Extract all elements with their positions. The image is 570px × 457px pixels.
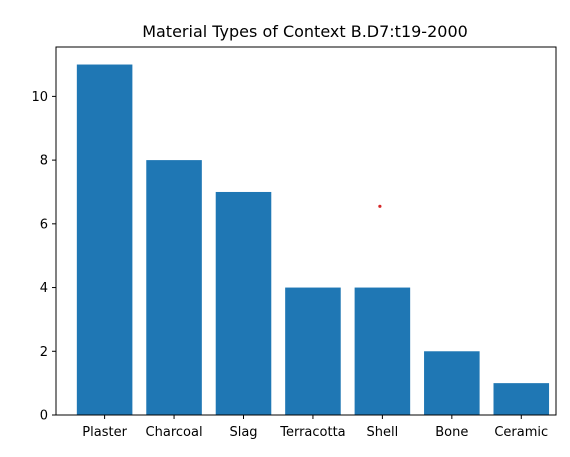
y-axis: 0 2 4 6 8 10	[31, 90, 56, 424]
bar-plaster	[76, 64, 133, 416]
y-tick-label: 10	[31, 90, 48, 105]
annotation-point	[378, 204, 382, 208]
bar-slag	[215, 191, 272, 415]
annotation-layer	[378, 204, 382, 208]
bar-bone	[424, 351, 480, 415]
y-tick-label: 6	[40, 217, 48, 232]
x-tick-label: Shell	[367, 425, 399, 440]
bar-charcoal	[146, 160, 202, 415]
x-axis: Plaster Charcoal Slag Terracotta Shell Bone Ce…	[82, 415, 548, 440]
y-tick-label: 2	[40, 345, 48, 360]
x-tick-label: Bone	[435, 425, 468, 440]
y-tick-label: 8	[40, 154, 48, 169]
bar-ceramic	[493, 383, 550, 415]
bars-layer	[76, 64, 550, 416]
x-tick-label: Slag	[229, 425, 257, 440]
bar-terracotta	[285, 287, 341, 415]
bar-shell	[354, 287, 411, 415]
plot-frame	[55, 46, 557, 416]
y-tick-label: 4	[40, 281, 48, 296]
x-tick-label: Charcoal	[146, 425, 203, 440]
x-tick-label: Ceramic	[494, 425, 548, 440]
chart-title: Material Types of Context B.D7:t19-2000	[142, 22, 468, 41]
x-tick-label: Terracotta	[279, 425, 345, 440]
x-tick-label: Plaster	[82, 425, 127, 440]
y-tick-label: 0	[40, 409, 48, 424]
